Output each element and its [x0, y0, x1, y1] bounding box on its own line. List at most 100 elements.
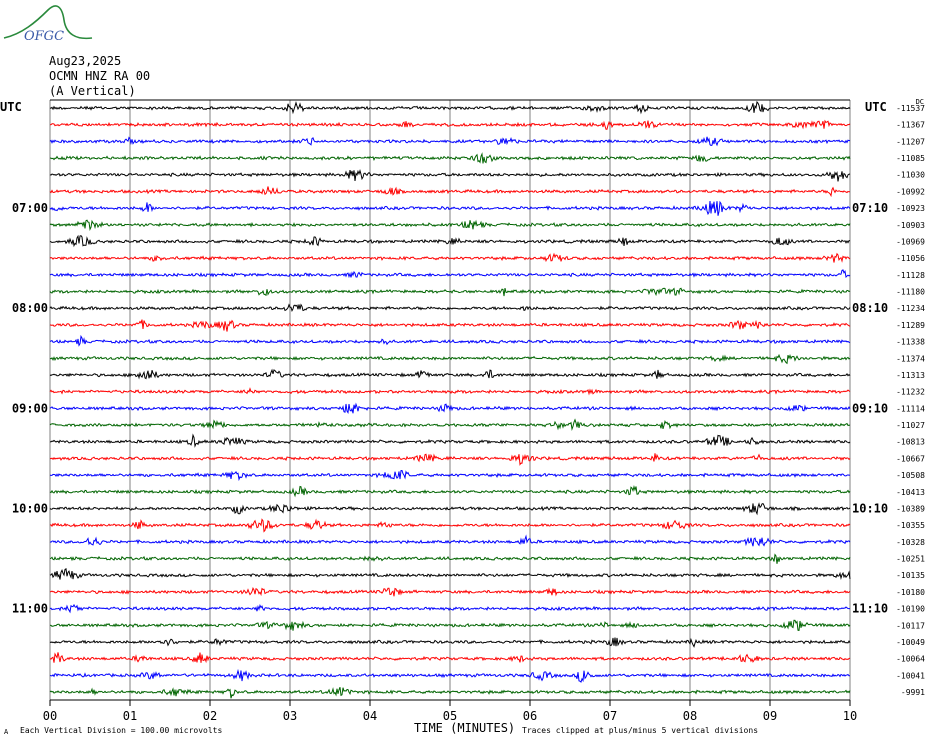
- seismic-trace-row-4: [50, 152, 851, 164]
- x-tick-label: 09: [763, 709, 777, 723]
- seismic-trace-row-25: [49, 502, 851, 516]
- dc-value-label: -11234: [896, 304, 925, 313]
- component-label: (A Vertical): [49, 84, 136, 98]
- ofgc-logo: OFGC: [3, 5, 93, 44]
- dc-value-label: -11128: [896, 271, 925, 280]
- date-label: Aug23,2025: [49, 54, 122, 68]
- footer-marker: A: [4, 728, 9, 736]
- grid: [49, 99, 851, 706]
- logo-swoosh: [3, 5, 93, 40]
- x-tick-label: 01: [123, 709, 137, 723]
- dc-value-label: -11207: [896, 137, 925, 146]
- x-tick-label: 00: [43, 709, 57, 723]
- x-tick-label: 06: [523, 709, 537, 723]
- dc-value-label: -10064: [896, 655, 925, 664]
- x-tick-label: 04: [363, 709, 377, 723]
- seismic-trace-row-22: [49, 453, 851, 466]
- time-label-right: 09:10: [852, 401, 888, 415]
- dc-header-label: DC: [916, 98, 924, 106]
- time-label-right: 07:10: [852, 201, 888, 215]
- dc-value-label: -11338: [896, 338, 925, 347]
- seismic-trace-row-31: [49, 603, 851, 614]
- time-label-left: 08:00: [12, 301, 48, 315]
- dc-value-label: -10328: [896, 538, 925, 547]
- seismic-trace-row-26: [49, 518, 851, 533]
- dc-value-label: -11232: [896, 388, 925, 397]
- dc-value-label: -9991: [901, 688, 925, 697]
- seismic-trace-row-15: [49, 334, 851, 347]
- x-tick-label: 02: [203, 709, 217, 723]
- dc-value-label: -10969: [896, 237, 925, 246]
- seismic-trace-row-13: [49, 303, 851, 313]
- dc-value-label: -11374: [896, 354, 925, 363]
- x-tick-label: 08: [683, 709, 697, 723]
- time-label-right: 11:10: [852, 602, 888, 616]
- seismic-trace-row-10: [49, 252, 851, 263]
- dc-value-label: -11180: [896, 288, 925, 297]
- seismic-trace-row-21: [49, 433, 851, 448]
- dc-value-label: -11030: [896, 171, 925, 180]
- dc-value-label: -11056: [896, 254, 925, 263]
- dc-value-label: -10923: [896, 204, 925, 213]
- seismic-trace-row-2: [49, 119, 851, 130]
- seismic-trace-row-6: [49, 186, 850, 198]
- seismic-trace-row-20: [49, 418, 851, 431]
- time-label-left: 10:00: [12, 501, 48, 515]
- x-tick-label: 10: [843, 709, 857, 723]
- seismic-trace-row-8: [49, 219, 851, 232]
- dc-value-label: -10667: [896, 454, 925, 463]
- dc-value-label: -10813: [896, 438, 925, 447]
- seismic-trace-row-16: [49, 353, 851, 365]
- seismic-trace-row-33: [49, 637, 851, 648]
- time-label-left: 09:00: [12, 401, 48, 415]
- seismic-trace-row-19: [49, 402, 851, 415]
- clip-note: Traces clipped at plus/minus 5 vertical …: [522, 726, 758, 735]
- seismic-trace-row-11: [49, 269, 851, 279]
- dc-value-label: -10355: [896, 521, 925, 530]
- dc-value-label: -10992: [896, 187, 925, 196]
- seismic-trace-row-24: [49, 485, 851, 498]
- dc-value-label: -10041: [896, 671, 925, 680]
- seismic-trace-row-28: [49, 553, 851, 564]
- seismic-trace-row-32: [49, 619, 851, 631]
- dc-value-label: -11537: [896, 104, 925, 113]
- dc-value-label: -11085: [896, 154, 925, 163]
- dc-value-label: -11313: [896, 371, 925, 380]
- dc-value-label: -10508: [896, 471, 925, 480]
- seismic-trace-row-12: [49, 287, 851, 297]
- time-label-right: 10:10: [852, 501, 888, 515]
- time-label-left: 07:00: [12, 201, 48, 215]
- axis-labels: 00 01 02 03 04 05 06 07 08 09 10 -11537 -11367 -11207…: [0, 98, 925, 736]
- x-axis-title: TIME (MINUTES): [414, 721, 515, 735]
- dc-value-label: -10389: [896, 504, 925, 513]
- seismic-trace-row-3: [49, 136, 851, 147]
- seismic-trace-row-9: [49, 234, 851, 248]
- x-tick-label: 07: [603, 709, 617, 723]
- dc-value-label: -10413: [896, 488, 925, 497]
- utc-label-right: UTC: [865, 100, 887, 114]
- trace-group: [49, 100, 851, 699]
- x-tick-label: 03: [283, 709, 297, 723]
- seismic-trace-row-17: [49, 368, 851, 380]
- seismic-trace-row-1: [49, 100, 851, 115]
- dc-value-label: -11027: [896, 421, 925, 430]
- dc-value-label: -11114: [896, 404, 925, 413]
- seismic-trace-row-29: [49, 567, 851, 580]
- seismic-trace-row-35: [49, 668, 850, 683]
- station-label: OCMN HNZ RA 00: [49, 69, 151, 83]
- dc-value-label: -10117: [896, 621, 925, 630]
- seismic-trace-row-5: [49, 168, 851, 182]
- scale-note: Each Vertical Division = 100.00 microvol…: [20, 726, 222, 735]
- seismic-trace-row-7: [49, 200, 851, 216]
- seismic-trace-row-18: [49, 387, 851, 396]
- x-tick-label: 05: [443, 709, 457, 723]
- seismic-trace-row-27: [49, 534, 851, 547]
- dc-value-label: -11367: [896, 121, 925, 130]
- utc-label-left: UTC: [0, 100, 22, 114]
- seismic-trace-row-14: [49, 319, 851, 332]
- dc-value-label: -10049: [896, 638, 925, 647]
- dc-value-label: -10190: [896, 605, 925, 614]
- time-label-left: 11:00: [12, 602, 48, 616]
- seismic-trace-row-23: [49, 469, 851, 482]
